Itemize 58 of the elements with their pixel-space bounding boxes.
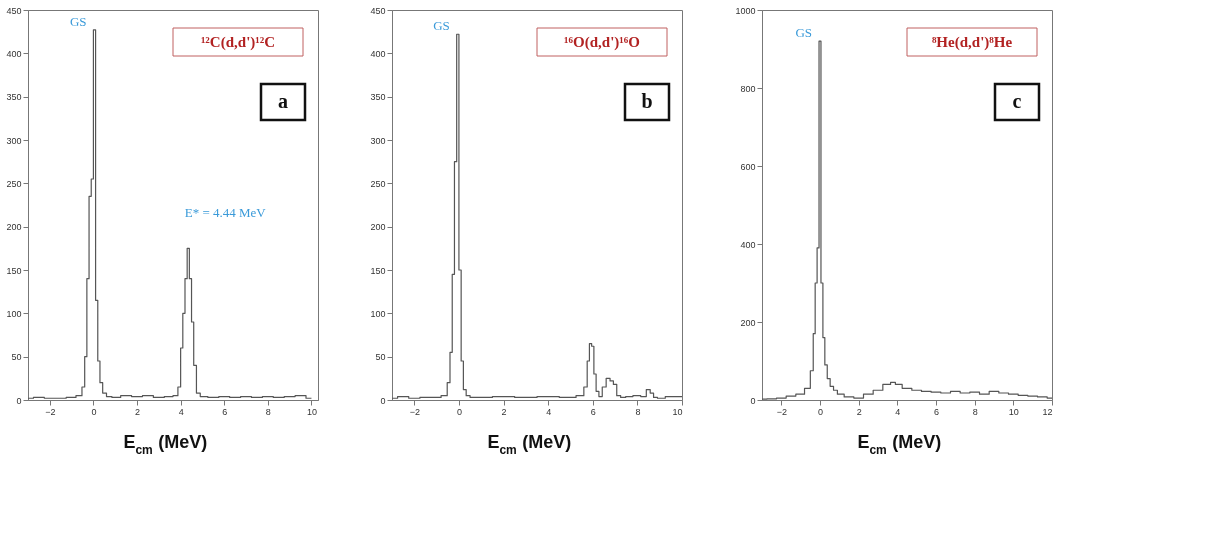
- annotation: ¹⁶O(d,d')¹⁶O: [564, 34, 640, 51]
- y-tick-label: 400: [370, 48, 386, 59]
- x-tick-label: 2: [135, 406, 141, 417]
- x-tick-label: 6: [590, 406, 596, 417]
- y-tick-label: 200: [740, 317, 756, 328]
- y-tick-label: 150: [370, 265, 386, 276]
- y-tick-label: 0: [16, 395, 22, 406]
- annotation: GS: [795, 25, 812, 41]
- y-tick-label: 50: [11, 352, 22, 363]
- y-tick-label: 200: [370, 222, 386, 233]
- y-tick-label: 450: [6, 5, 22, 16]
- x-tick-label: 4: [546, 406, 552, 417]
- annotation: a: [278, 90, 288, 112]
- y-tick-label: 600: [740, 161, 756, 172]
- x-tick-label: 6: [933, 406, 940, 417]
- x-tick-label: 8: [265, 406, 271, 417]
- y-tick-label: 1000: [735, 5, 756, 16]
- y-tick-label: 400: [6, 48, 22, 59]
- x-tick-label: 4: [895, 406, 901, 417]
- y-tick-label: 350: [6, 92, 22, 103]
- y-tick-label: 0: [750, 395, 756, 406]
- y-tick-label: 0: [380, 395, 386, 406]
- annotation: E* = 4.44 MeV: [184, 204, 267, 220]
- x-tick-label: 4: [178, 406, 184, 417]
- annotation: c: [1012, 90, 1022, 112]
- x-tick-label: 10: [1008, 406, 1019, 417]
- x-tick-label: −2: [776, 406, 787, 417]
- y-tick-label: 300: [370, 135, 386, 146]
- x-tick-label: 10: [306, 406, 317, 417]
- y-tick-label: 250: [6, 178, 22, 189]
- x-tick-label: 10: [672, 406, 683, 417]
- x-tick-label: 0: [456, 406, 462, 417]
- annotation: ¹²C(d,d')¹²C: [200, 34, 276, 51]
- y-tick-label: 100: [6, 308, 22, 319]
- annotation: GS: [433, 18, 450, 34]
- x-tick-label: 0: [91, 406, 97, 417]
- x-tick-label: 8: [972, 406, 978, 417]
- y-tick-label: 400: [740, 239, 756, 250]
- annotation: ⁸He(d,d')⁸He: [931, 34, 1013, 51]
- y-tick-label: 200: [6, 222, 22, 233]
- y-tick-label: 100: [370, 308, 386, 319]
- x-tick-label: 2: [856, 406, 862, 417]
- y-tick-label: 350: [370, 92, 386, 103]
- x-tick-label: 12: [1042, 406, 1053, 417]
- x-tick-label: 6: [222, 406, 228, 417]
- y-tick-label: 800: [740, 83, 756, 94]
- x-tick-label: −2: [409, 406, 420, 417]
- annotation: b: [641, 90, 653, 112]
- y-tick-label: 50: [375, 352, 386, 363]
- y-tick-label: 300: [6, 135, 22, 146]
- y-tick-label: 150: [6, 265, 22, 276]
- y-tick-label: 450: [370, 5, 386, 16]
- x-tick-label: −2: [45, 406, 56, 417]
- y-tick-label: 250: [370, 178, 386, 189]
- x-tick-label: 8: [635, 406, 641, 417]
- x-tick-label: 0: [817, 406, 824, 417]
- annotation: GS: [69, 13, 87, 29]
- x-tick-label: 2: [501, 406, 507, 417]
